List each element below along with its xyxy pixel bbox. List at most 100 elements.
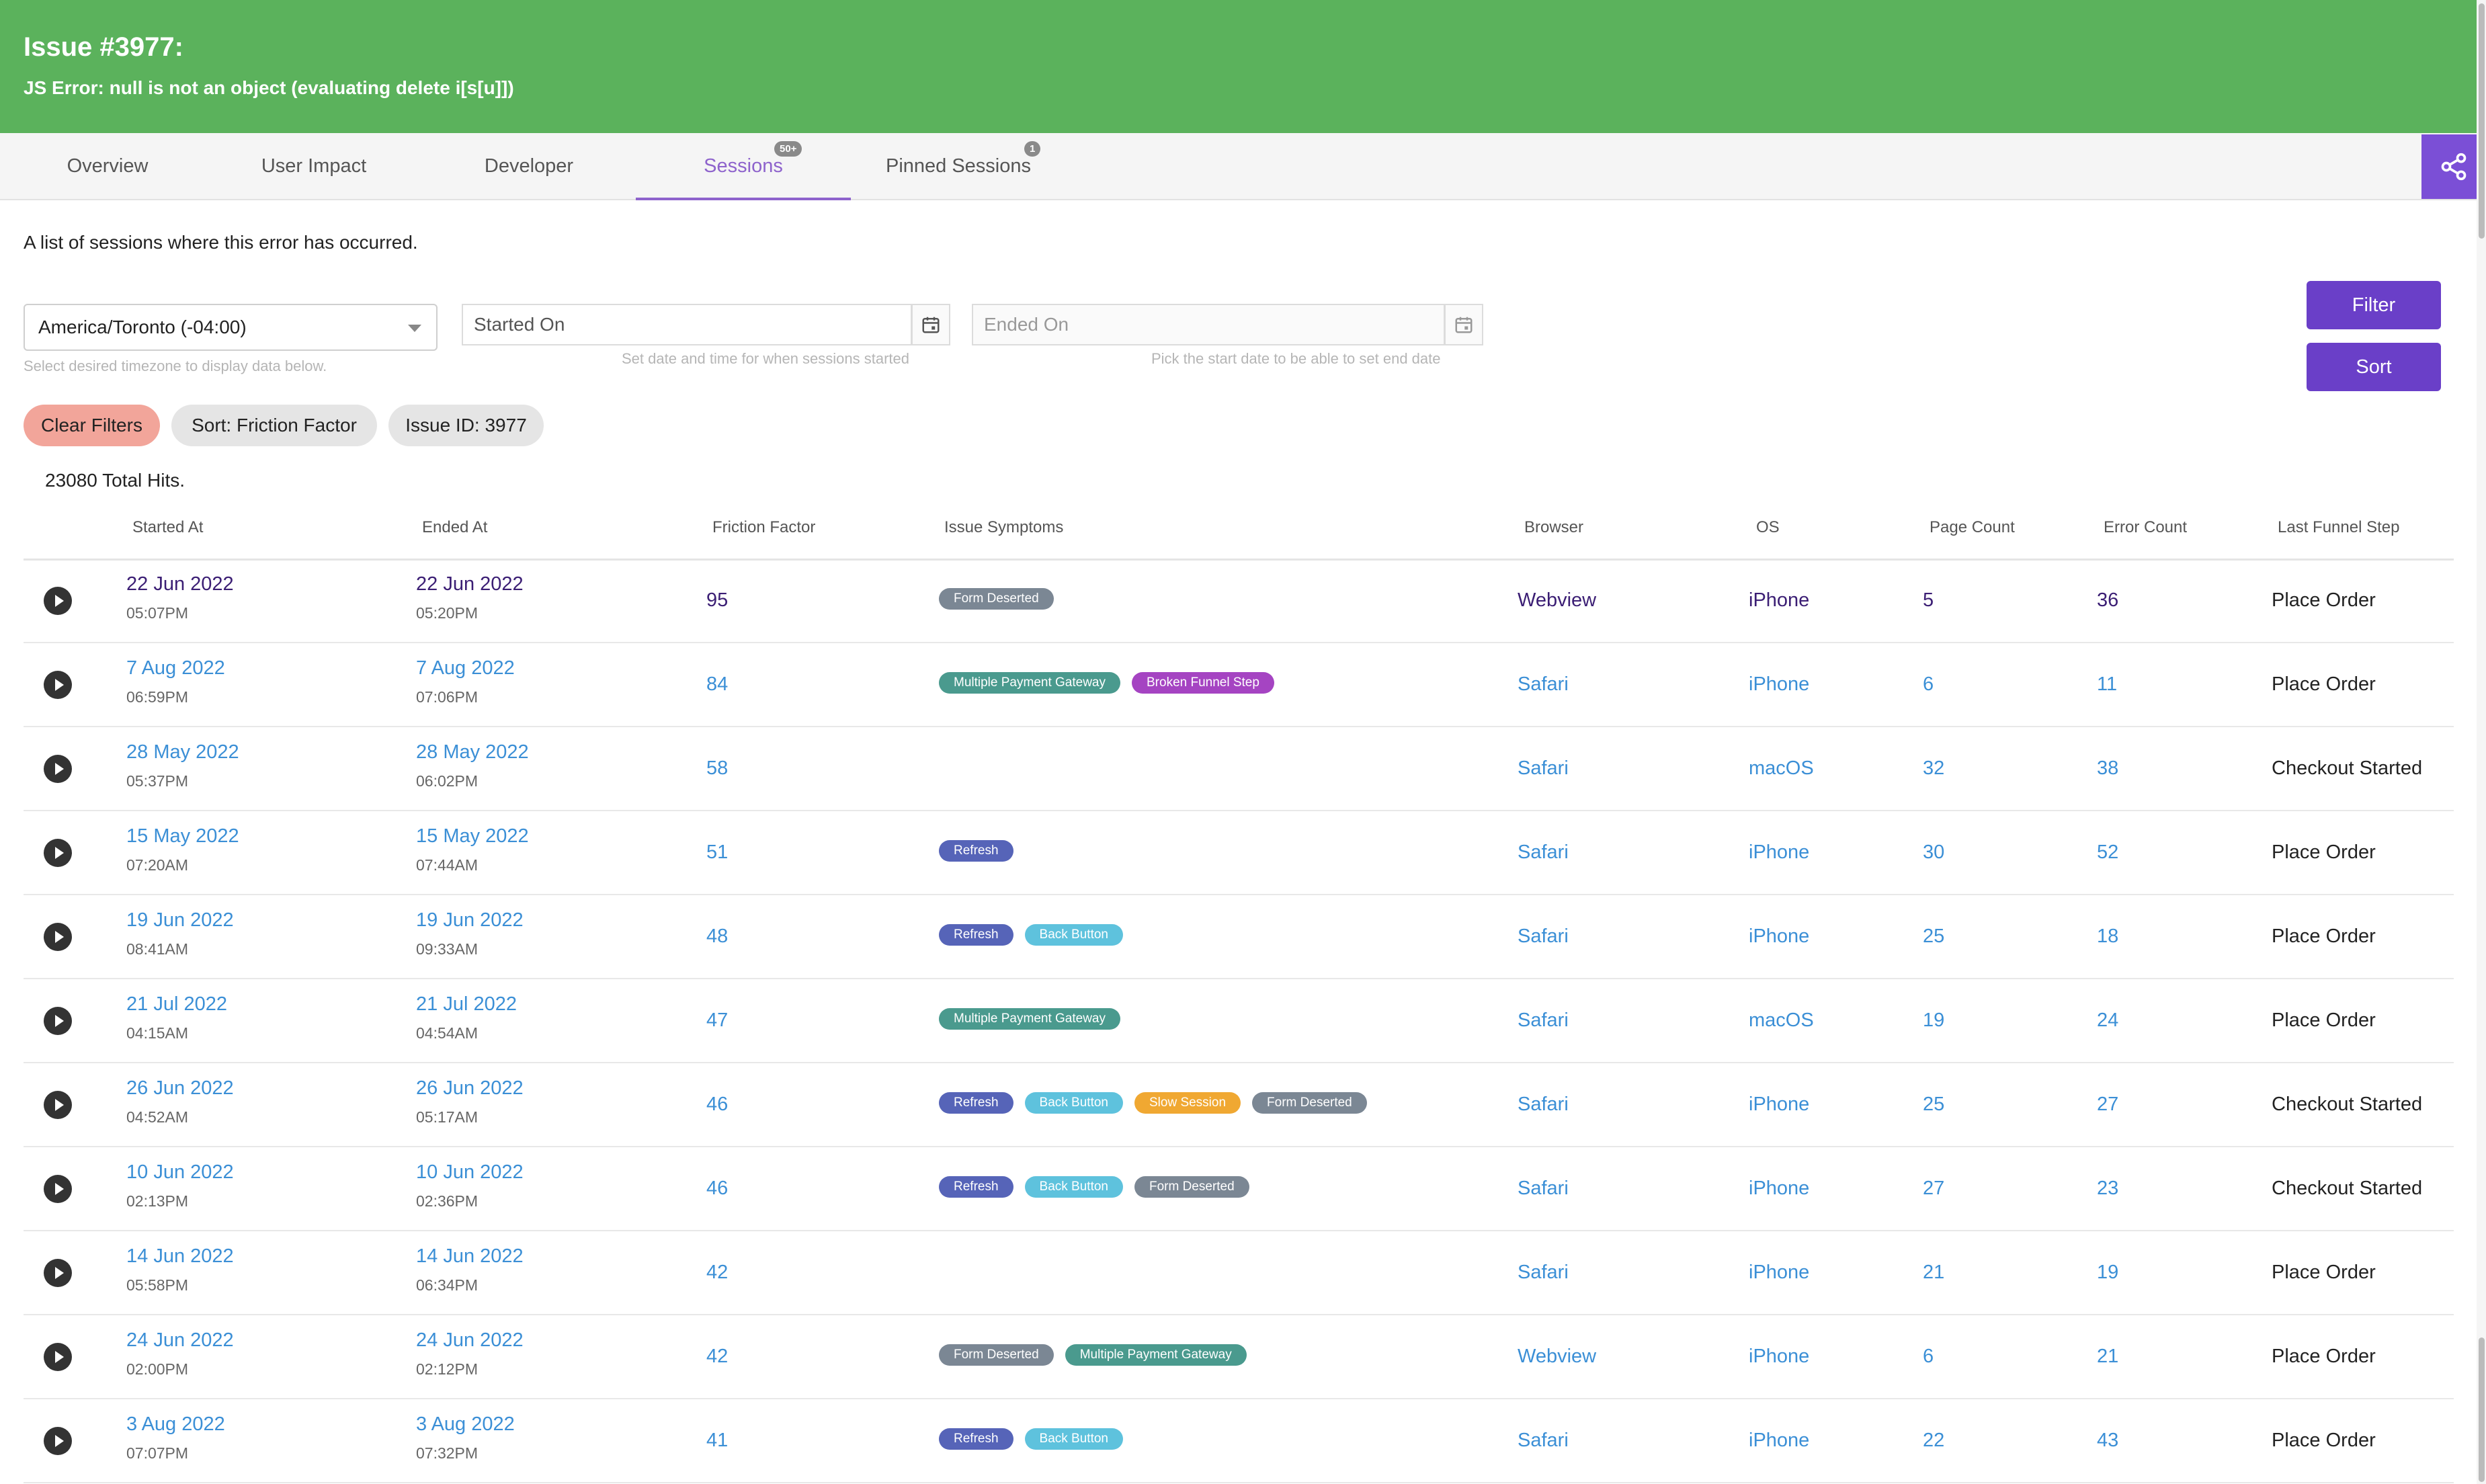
column-header[interactable]: Issue Symptoms [944, 518, 1064, 536]
issue-id-chip[interactable]: Issue ID: 3977 [388, 405, 544, 446]
started-date[interactable]: 3 Aug 2022 [126, 1413, 225, 1435]
browser[interactable]: Safari [1518, 1430, 1569, 1451]
scrollbar[interactable] [2477, 0, 2486, 1484]
started-date[interactable]: 21 Jul 2022 [126, 993, 227, 1015]
error-count[interactable]: 23 [2097, 1178, 2119, 1199]
error-count[interactable]: 43 [2097, 1430, 2119, 1451]
error-count[interactable]: 52 [2097, 841, 2119, 863]
friction-factor[interactable]: 51 [706, 841, 729, 863]
page-count[interactable]: 6 [1923, 1346, 1934, 1367]
table-row[interactable]: 15 May 2022 07:20AM 15 May 2022 07:44AM … [24, 811, 2454, 895]
friction-factor[interactable]: 46 [706, 1094, 729, 1115]
ended-date[interactable]: 21 Jul 2022 [416, 993, 517, 1015]
timezone-select[interactable]: America/Toronto (-04:00) [24, 304, 438, 351]
column-header[interactable]: Started At [132, 518, 204, 536]
play-icon[interactable] [44, 1007, 72, 1035]
table-row[interactable]: 3 Aug 2022 07:07PM 3 Aug 2022 07:32PM 41… [24, 1399, 2454, 1483]
share-button[interactable] [2421, 134, 2486, 199]
play-icon[interactable] [44, 1175, 72, 1203]
play-icon[interactable] [44, 1427, 72, 1455]
play-icon[interactable] [44, 1259, 72, 1287]
browser[interactable]: Safari [1518, 925, 1569, 947]
ended-date[interactable]: 26 Jun 2022 [416, 1077, 524, 1099]
page-count[interactable]: 5 [1923, 589, 1934, 611]
friction-factor[interactable]: 42 [706, 1262, 729, 1283]
sort-chip[interactable]: Sort: Friction Factor [171, 405, 377, 446]
started-date[interactable]: 10 Jun 2022 [126, 1161, 234, 1183]
page-count[interactable]: 6 [1923, 673, 1934, 695]
started-date[interactable]: 22 Jun 2022 [126, 573, 234, 595]
error-count[interactable]: 27 [2097, 1094, 2119, 1115]
page-count[interactable]: 30 [1923, 841, 1945, 863]
os[interactable]: iPhone [1749, 1178, 1810, 1199]
table-row[interactable]: 7 Aug 2022 06:59PM 7 Aug 2022 07:06PM 84… [24, 643, 2454, 727]
table-row[interactable]: 21 Jul 2022 04:15AM 21 Jul 2022 04:54AM … [24, 979, 2454, 1063]
page-count[interactable]: 27 [1923, 1178, 1945, 1199]
browser[interactable]: Safari [1518, 1178, 1569, 1199]
started-date[interactable]: 28 May 2022 [126, 741, 239, 763]
column-header[interactable]: Friction Factor [712, 518, 816, 536]
browser[interactable]: Safari [1518, 841, 1569, 863]
os[interactable]: iPhone [1749, 1430, 1810, 1451]
ended-date[interactable]: 19 Jun 2022 [416, 909, 524, 931]
column-header[interactable]: Ended At [422, 518, 488, 536]
scrollbar-thumb-lower[interactable] [2479, 1337, 2485, 1482]
column-header[interactable]: Last Funnel Step [2278, 518, 2400, 536]
filter-button[interactable]: Filter [2307, 281, 2441, 329]
os[interactable]: macOS [1749, 1009, 1814, 1031]
scrollbar-thumb[interactable] [2479, 3, 2485, 239]
os[interactable]: iPhone [1749, 841, 1810, 863]
started-date[interactable]: 14 Jun 2022 [126, 1245, 234, 1267]
play-icon[interactable] [44, 923, 72, 951]
error-count[interactable]: 21 [2097, 1346, 2119, 1367]
ended-on-input[interactable]: Ended On [972, 304, 1445, 345]
table-row[interactable]: 24 Jun 2022 02:00PM 24 Jun 2022 02:12PM … [24, 1315, 2454, 1399]
browser[interactable]: Safari [1518, 1094, 1569, 1115]
error-count[interactable]: 38 [2097, 757, 2119, 779]
friction-factor[interactable]: 47 [706, 1009, 729, 1031]
browser[interactable]: Safari [1518, 757, 1569, 779]
play-icon[interactable] [44, 1091, 72, 1119]
started-on-input[interactable]: Started On [462, 304, 912, 345]
ended-date[interactable]: 14 Jun 2022 [416, 1245, 524, 1267]
tab-user-impact[interactable]: User Impact [206, 133, 421, 199]
os[interactable]: iPhone [1749, 1094, 1810, 1115]
os[interactable]: iPhone [1749, 1262, 1810, 1283]
ended-date[interactable]: 28 May 2022 [416, 741, 529, 763]
os[interactable]: iPhone [1749, 589, 1810, 611]
ended-date[interactable]: 7 Aug 2022 [416, 657, 515, 679]
play-icon[interactable] [44, 587, 72, 615]
friction-factor[interactable]: 95 [706, 589, 729, 611]
friction-factor[interactable]: 58 [706, 757, 729, 779]
page-count[interactable]: 19 [1923, 1009, 1945, 1031]
started-date[interactable]: 19 Jun 2022 [126, 909, 234, 931]
table-row[interactable]: 19 Jun 2022 08:41AM 19 Jun 2022 09:33AM … [24, 895, 2454, 979]
ended-date[interactable]: 24 Jun 2022 [416, 1329, 524, 1351]
ended-date[interactable]: 10 Jun 2022 [416, 1161, 524, 1183]
sort-button[interactable]: Sort [2307, 343, 2441, 391]
table-row[interactable]: 10 Jun 2022 02:13PM 10 Jun 2022 02:36PM … [24, 1147, 2454, 1231]
tab-pinned-sessions[interactable]: Pinned Sessions 1 [851, 133, 1066, 199]
play-icon[interactable] [44, 671, 72, 699]
browser[interactable]: Safari [1518, 1009, 1569, 1031]
page-count[interactable]: 25 [1923, 925, 1945, 947]
friction-factor[interactable]: 42 [706, 1346, 729, 1367]
started-on-calendar-button[interactable] [911, 304, 950, 345]
friction-factor[interactable]: 46 [706, 1178, 729, 1199]
ended-date[interactable]: 15 May 2022 [416, 825, 529, 847]
friction-factor[interactable]: 41 [706, 1430, 729, 1451]
started-date[interactable]: 26 Jun 2022 [126, 1077, 234, 1099]
os[interactable]: iPhone [1749, 673, 1810, 695]
play-icon[interactable] [44, 1343, 72, 1371]
browser[interactable]: Webview [1518, 589, 1597, 611]
table-row[interactable]: 28 May 2022 05:37PM 28 May 2022 06:02PM … [24, 727, 2454, 811]
page-count[interactable]: 25 [1923, 1094, 1945, 1115]
play-icon[interactable] [44, 755, 72, 783]
clear-filters-chip[interactable]: Clear Filters [24, 405, 160, 446]
column-header[interactable]: Browser [1524, 518, 1584, 536]
friction-factor[interactable]: 84 [706, 673, 729, 695]
column-header[interactable]: OS [1756, 518, 1780, 536]
page-count[interactable]: 32 [1923, 757, 1945, 779]
column-header[interactable]: Error Count [2104, 518, 2188, 536]
started-date[interactable]: 15 May 2022 [126, 825, 239, 847]
